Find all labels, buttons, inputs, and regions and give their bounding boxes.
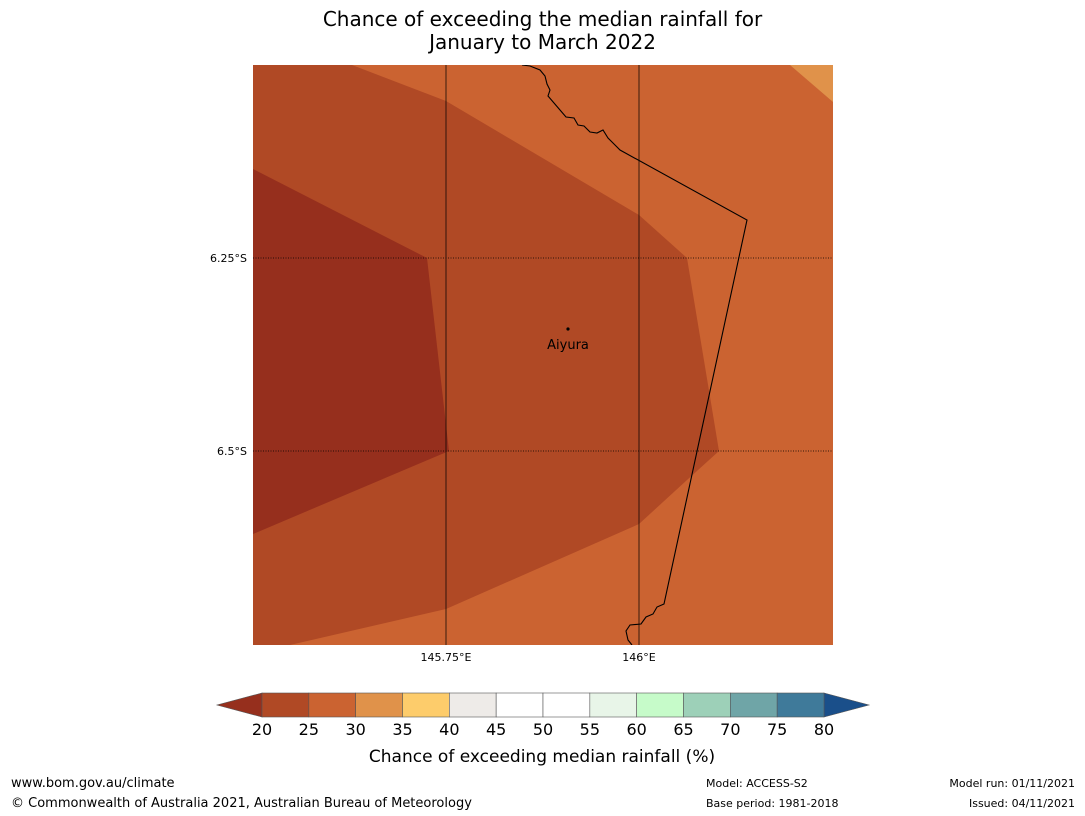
colorbar-over-arrow xyxy=(823,692,871,718)
issued-text: Issued: 04/11/2021 xyxy=(968,797,1075,810)
title-line-1: Chance of exceeding the median rainfall … xyxy=(322,7,763,31)
colorbar-tick-label: 65 xyxy=(673,720,693,739)
lon-label-145-75: 145.75°E xyxy=(421,651,472,664)
colorbar-tick-label: 45 xyxy=(486,720,506,739)
colorbar-cell xyxy=(402,692,450,718)
colorbar-tick-label: 30 xyxy=(345,720,365,739)
colorbar-tick-label: 55 xyxy=(580,720,600,739)
colorbar-tick-label: 40 xyxy=(439,720,459,739)
colorbar-cell xyxy=(730,692,778,718)
colorbar-cell xyxy=(542,692,591,718)
model-text: Model: ACCESS-S2 xyxy=(706,777,808,790)
title-line-2: January to March 2022 xyxy=(429,30,656,54)
map-title: Chance of exceeding the median rainfall … xyxy=(0,8,1085,54)
colorbar-tick-label: 35 xyxy=(392,720,412,739)
colorbar-cell xyxy=(776,692,825,718)
colorbar: 20 25 30 35 40 45 50 55 60 65 70 75 80 xyxy=(215,692,871,739)
colorbar-tick-label: 75 xyxy=(767,720,787,739)
colorbar-cell xyxy=(495,692,544,718)
colorbar-cell xyxy=(449,692,497,718)
colorbar-under-arrow xyxy=(215,692,263,718)
colorbar-cell xyxy=(355,692,403,718)
aiyura-marker xyxy=(566,327,570,331)
colorbar-tick-label: 25 xyxy=(299,720,319,739)
region-20-25 xyxy=(253,169,449,534)
colorbar-cell xyxy=(589,692,637,718)
colorbar-cell xyxy=(683,692,731,718)
latitude-labels: 6.25°S 6.5°S xyxy=(210,252,247,458)
lat-label-6-5: 6.5°S xyxy=(217,445,247,458)
parallel-lines xyxy=(253,257,833,452)
longitude-labels: 145.75°E 146°E xyxy=(421,651,656,664)
colorbar-tick-label: 50 xyxy=(533,720,553,739)
place-label-aiyura: Aiyura xyxy=(547,338,589,353)
region-35-40 xyxy=(790,65,833,102)
website-link[interactable]: www.bom.gov.au/climate xyxy=(11,776,175,791)
base-period-text: Base period: 1981-2018 xyxy=(706,797,839,810)
map-panel xyxy=(253,65,833,645)
model-run-text: Model run: 01/11/2021 xyxy=(949,777,1075,790)
colorbar-cell xyxy=(636,692,684,718)
region-25-30 xyxy=(253,65,719,645)
lat-label-6-25: 6.25°S xyxy=(210,252,247,265)
colorbar-tick-label: 70 xyxy=(720,720,740,739)
colorbar-tick-label: 80 xyxy=(814,720,834,739)
copyright-text: © Commonwealth of Australia 2021, Austra… xyxy=(11,796,472,811)
colorbar-tick-label: 60 xyxy=(626,720,646,739)
colorbar-tick-label: 20 xyxy=(252,720,272,739)
colorbar-label: Chance of exceeding median rainfall (%) xyxy=(369,747,715,767)
meridian-lines xyxy=(445,65,640,645)
colorbar-cell xyxy=(308,692,356,718)
lon-label-146: 146°E xyxy=(622,651,655,664)
colorbar-cell xyxy=(261,692,310,718)
province-boundary xyxy=(521,65,748,645)
